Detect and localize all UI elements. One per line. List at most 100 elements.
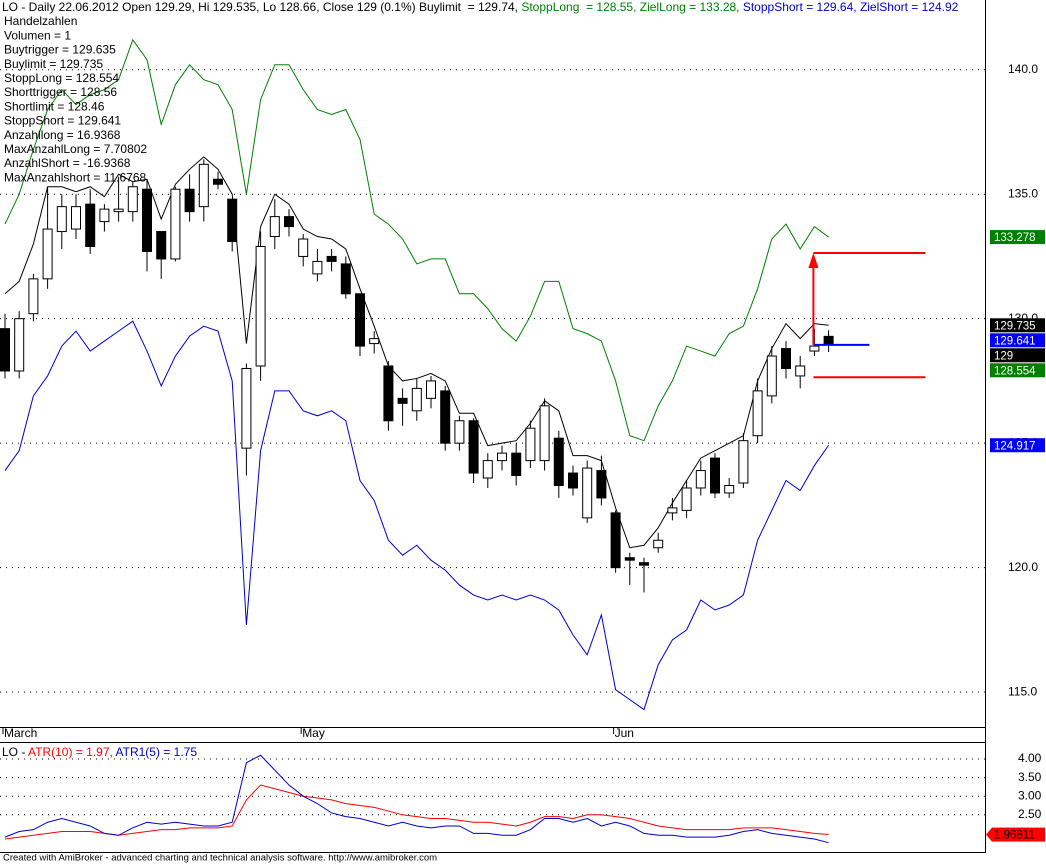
candle-body xyxy=(42,228,53,280)
candle-body xyxy=(525,427,536,462)
candle-body xyxy=(411,387,422,412)
series-line xyxy=(4,320,830,711)
axis-marker xyxy=(990,363,1045,378)
header-segment: StoppLong = 128.55, xyxy=(521,0,639,14)
candle-body xyxy=(28,278,39,315)
candle-body xyxy=(127,186,138,213)
candle-body xyxy=(681,487,692,511)
candle-body xyxy=(99,208,110,223)
axis-marker-label: 128.554 xyxy=(994,365,1036,377)
info-line: Buytrigger = 129.635 xyxy=(4,43,116,57)
candle-body xyxy=(752,390,763,437)
candle-body xyxy=(695,470,706,489)
info-line: Shorttrigger = 128.56 xyxy=(4,85,117,99)
marker-arrow xyxy=(986,827,992,842)
candle-body xyxy=(539,405,550,462)
candle-body xyxy=(142,188,152,252)
chart-header: LO - ATR(10) = 1.97, ATR1(5) = 1.75 xyxy=(2,745,197,759)
axis-marker-label: 129.735 xyxy=(994,320,1036,332)
info-line: Anzahllong = 16.9368 xyxy=(4,128,121,142)
axis-marker-label: 133.278 xyxy=(994,232,1036,244)
x-tick-label: Jun xyxy=(615,726,634,740)
axis-marker xyxy=(990,318,1045,333)
candle-body xyxy=(213,178,223,185)
header-segment: ATR(10) = 1.97, xyxy=(28,745,116,759)
axis-marker-label: 1.96811 xyxy=(994,830,1035,842)
header-segment: StoppShort = 129.64, xyxy=(743,0,860,14)
candle-body xyxy=(227,198,238,243)
candle-body xyxy=(468,420,479,474)
candle-body xyxy=(184,188,195,213)
candle-body xyxy=(511,452,522,477)
candle-body xyxy=(809,345,820,352)
y-tick-label: 4.00 xyxy=(1018,751,1042,765)
candle-body xyxy=(582,467,593,519)
candle-body xyxy=(369,338,380,345)
candle-body xyxy=(795,365,806,377)
x-tick-label: May xyxy=(302,726,325,740)
series-line xyxy=(4,38,829,442)
candle-body xyxy=(383,365,394,422)
candle-body xyxy=(326,255,337,262)
y-tick-label: 140.0 xyxy=(1008,62,1038,76)
candle-body xyxy=(497,452,507,462)
candle-body xyxy=(156,231,167,260)
footer: Created with AmiBroker - advanced charti… xyxy=(3,853,437,864)
info-line: MaxAnzahlLong = 7.70802 xyxy=(4,142,147,156)
candle-body xyxy=(426,380,436,399)
header-segment: ATR1(5) = 1.75 xyxy=(116,745,198,759)
axis-marker-label: 129 xyxy=(994,350,1013,362)
series-line xyxy=(4,754,829,844)
candle-body xyxy=(355,293,365,347)
y-tick-label: 135.0 xyxy=(1008,186,1038,200)
y-tick-label: 3.50 xyxy=(1018,770,1042,784)
candle-body xyxy=(667,507,678,514)
candle-body xyxy=(71,206,81,230)
candle-body xyxy=(624,557,635,561)
candle-body xyxy=(568,472,578,489)
axis-marker-label: 129.641 xyxy=(994,335,1036,347)
header-segment: ZielLong = 133.28, xyxy=(640,0,743,14)
info-line: Volumen = 1 xyxy=(4,28,71,42)
candle-body xyxy=(0,328,10,372)
candle-body xyxy=(610,512,621,569)
x-tick-label: March xyxy=(4,726,37,740)
info-line: MaxAnzahlshort = 11.6768 xyxy=(4,170,147,184)
axis-marker-label: 124.917 xyxy=(994,440,1036,452)
info-line: StoppLong = 128.554 xyxy=(4,71,119,85)
candle-body xyxy=(170,188,181,260)
candle-body xyxy=(482,460,493,479)
arrow-head xyxy=(808,252,819,268)
info-line: StoppShort = 129.641 xyxy=(4,114,121,128)
candle-body xyxy=(553,437,564,486)
axis-marker xyxy=(990,333,1045,348)
candle-body xyxy=(710,457,720,494)
header-segment: ZielShort = 124.92 xyxy=(860,0,959,14)
candle-body xyxy=(596,470,607,499)
y-tick-label: 2.50 xyxy=(1018,807,1042,821)
info-line: Handelzahlen xyxy=(4,14,77,28)
candle-body xyxy=(766,355,777,397)
y-tick-label: 120.0 xyxy=(1008,560,1038,574)
candle-body xyxy=(454,420,465,444)
candle-body xyxy=(397,397,408,404)
candle-body xyxy=(113,208,124,213)
candle-body xyxy=(724,484,735,494)
axis-marker xyxy=(990,438,1045,453)
header-segment: LO - xyxy=(2,745,28,759)
y-tick-label: 115.0 xyxy=(1008,684,1037,698)
candle-body xyxy=(14,318,25,372)
info-line: AnzahlShort = -16.9368 xyxy=(4,156,131,170)
candle-body xyxy=(255,245,266,367)
candle-body xyxy=(340,263,351,295)
candle-body xyxy=(198,163,209,208)
candle-body xyxy=(440,390,451,444)
y-tick-label: 3.00 xyxy=(1018,788,1042,802)
candle-body xyxy=(738,440,749,484)
candle-body xyxy=(823,335,834,345)
candle-body xyxy=(639,562,649,566)
candle-body xyxy=(298,238,309,257)
info-line: Buylimit = 129.735 xyxy=(4,57,103,71)
candle-body xyxy=(269,216,280,238)
axis-marker xyxy=(992,827,1045,842)
